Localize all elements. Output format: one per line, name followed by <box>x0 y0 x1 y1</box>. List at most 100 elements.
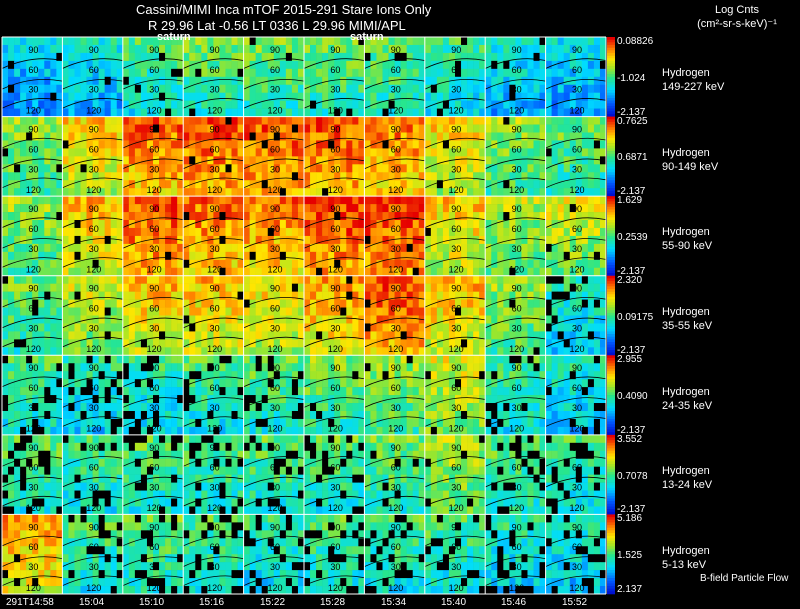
heatmap-cell <box>62 204 69 213</box>
heatmap-cell <box>74 68 81 78</box>
heatmap-cell <box>225 259 232 269</box>
heatmap-cell <box>388 116 395 125</box>
heatmap-cell <box>406 68 414 78</box>
heatmap-cell <box>418 331 426 340</box>
heatmap-cell <box>116 108 124 117</box>
heatmap-cell <box>491 204 498 213</box>
heatmap-cell <box>122 379 130 388</box>
heatmap-cell <box>14 164 21 173</box>
heatmap-cell <box>62 347 69 356</box>
heatmap-cell <box>599 140 607 149</box>
heatmap-cell <box>177 140 184 149</box>
angle-arc <box>183 336 244 348</box>
heatmap-cell <box>557 291 565 300</box>
heatmap-cell <box>388 267 395 277</box>
heatmap-cell <box>436 323 444 332</box>
heatmap-cell <box>545 84 552 93</box>
heatmap-cell <box>575 44 583 54</box>
heatmap-cell <box>80 156 87 165</box>
heatmap-cell <box>497 323 504 332</box>
heatmap-cell <box>219 76 226 86</box>
heatmap-cell <box>485 220 492 229</box>
heatmap-cell <box>334 267 341 277</box>
heatmap-cell <box>430 315 438 324</box>
heatmap-cell <box>587 212 595 221</box>
heatmap-cell <box>255 180 263 189</box>
heatmap-cell <box>128 307 136 316</box>
angle-label: 60 <box>330 144 340 154</box>
heatmap-cell <box>328 92 335 101</box>
heatmap-cell <box>527 251 534 261</box>
heatmap-cell <box>455 323 462 332</box>
heatmap-cell <box>279 410 287 420</box>
heatmap-cell <box>104 347 112 356</box>
heatmap-cell <box>587 84 595 93</box>
heatmap-cell <box>26 68 33 78</box>
heatmap-cell <box>159 212 166 221</box>
heatmap-cell <box>527 267 534 277</box>
angle-label: 30 <box>89 323 99 333</box>
heatmap-cell <box>213 92 220 101</box>
heatmap-cell <box>237 355 244 364</box>
heatmap-cell <box>461 37 468 46</box>
heatmap-cell <box>249 116 256 125</box>
heatmap-cell <box>159 124 166 133</box>
heatmap-cell <box>491 243 498 253</box>
heatmap-cell <box>14 339 21 348</box>
heatmap-cell <box>340 371 347 380</box>
heatmap-cell <box>593 108 601 117</box>
heatmap-cell <box>467 196 474 205</box>
heatmap-cell <box>261 331 269 340</box>
heatmap-cell <box>153 148 160 157</box>
heatmap-cell <box>225 363 232 372</box>
heatmap-cell <box>394 188 401 197</box>
heatmap-cell <box>316 267 323 277</box>
heatmap-cell <box>2 267 9 277</box>
heatmap-cell <box>68 172 75 181</box>
heatmap-cell <box>491 196 498 205</box>
heatmap-cell <box>467 92 474 101</box>
heatmap-cell <box>328 283 335 292</box>
heatmap-cell <box>448 52 456 62</box>
heatmap-cell <box>267 108 275 117</box>
heatmap-cell <box>430 44 438 54</box>
heatmap-cell <box>116 52 124 62</box>
heatmap-cell <box>569 339 577 348</box>
heatmap-cell <box>467 283 474 292</box>
heatmap-cell <box>581 108 589 117</box>
heatmap-cell <box>14 140 21 149</box>
heatmap-cell <box>491 156 498 165</box>
heatmap-cell <box>358 188 365 197</box>
heatmap-cell <box>557 339 565 348</box>
heatmap-cell <box>62 108 69 117</box>
heatmap-cell <box>285 180 293 189</box>
heatmap-cell <box>50 172 57 181</box>
angle-label: 120 <box>328 424 343 434</box>
heatmap-cell <box>80 339 87 348</box>
heatmap-cell <box>195 291 202 300</box>
heatmap-cell <box>146 148 154 157</box>
heatmap-cell <box>304 212 311 221</box>
angle-arc <box>424 217 486 228</box>
heatmap-cell <box>370 44 377 54</box>
heatmap-cell <box>38 76 45 86</box>
heatmap-cell <box>56 299 63 308</box>
heatmap-cell <box>243 196 250 205</box>
heatmap-cell <box>56 212 63 221</box>
heatmap-cell <box>213 164 220 173</box>
angle-label: 60 <box>149 144 159 154</box>
heatmap-cell <box>255 410 263 420</box>
heatmap-cell <box>74 363 81 372</box>
heatmap-cell <box>219 212 226 221</box>
units-label-2: (cm²-sr-s-keV)⁻¹ <box>697 18 777 30</box>
heatmap-cell <box>539 196 546 205</box>
heatmap-cell <box>62 37 69 46</box>
heatmap-cell <box>74 323 81 332</box>
heatmap-cell <box>225 180 232 189</box>
angle-arc <box>243 79 305 90</box>
heatmap-cell <box>177 44 184 54</box>
heatmap-cell <box>412 60 420 70</box>
heatmap-cell <box>340 251 347 261</box>
heatmap-cell <box>50 188 57 197</box>
heatmap-cell <box>134 363 142 372</box>
